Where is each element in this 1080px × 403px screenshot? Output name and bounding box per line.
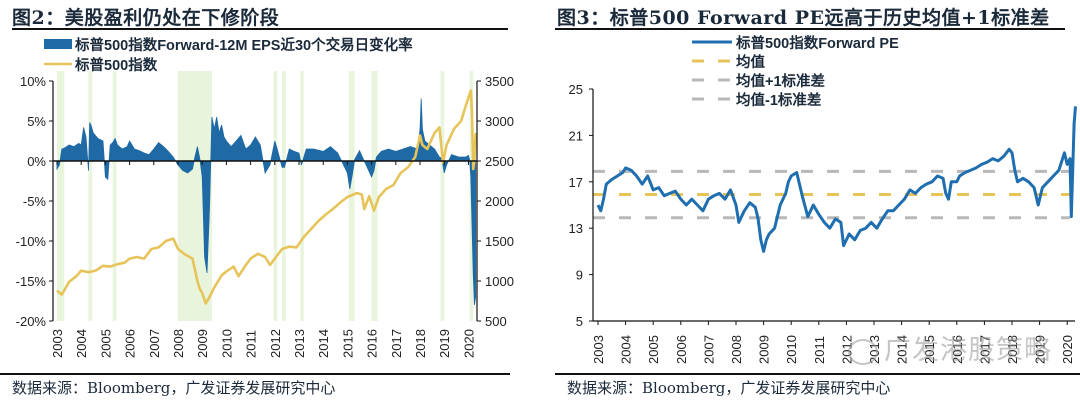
- x-tick-label: 2011: [812, 336, 827, 364]
- legend-label-pe: 标普500指数Forward PE: [735, 34, 899, 52]
- x-tick-label: 2018: [413, 329, 428, 358]
- watermark-text: 广发港股策略: [884, 335, 1052, 366]
- x-tick-label: 2007: [701, 335, 716, 364]
- spx-index-line: [56, 89, 477, 305]
- x-tick-label: 2008: [171, 329, 186, 358]
- right-y-tick-label: 3500: [485, 74, 514, 89]
- right-y-tick-label: 2500: [485, 154, 514, 169]
- shaded-period: [112, 71, 117, 321]
- x-tick-label: 2010: [784, 335, 799, 364]
- x-tick-label: 2014: [316, 329, 331, 358]
- x-tick-label: 2009: [757, 335, 772, 364]
- right-y-tick-label: 500: [485, 314, 507, 329]
- x-tick-label: 2016: [950, 335, 965, 364]
- x-tick-label: 2005: [98, 329, 113, 358]
- left-y-tick-label: 0%: [27, 154, 46, 169]
- y-tick-label: 5: [576, 314, 583, 329]
- x-tick-label: 2020: [461, 329, 476, 358]
- legend-label-plus-1sd: 均值+1标准差: [736, 72, 825, 90]
- x-tick-label: 2020: [1060, 335, 1075, 364]
- left-y-tick-label: 5%: [27, 114, 46, 129]
- shaded-period: [273, 71, 278, 321]
- x-tick-label: 2004: [74, 329, 89, 358]
- right-figure: 图3：标普500 Forward PE远高于历史均值+1标准差 数据来源：Blo…: [545, 0, 1080, 403]
- x-tick-label: 2019: [437, 329, 452, 358]
- y-tick-label: 9: [576, 268, 583, 283]
- x-tick-label: 2017: [977, 335, 992, 364]
- left-figure-title: 图2：美股盈利仍处在下修阶段: [12, 7, 280, 29]
- right-source-note: 数据来源：Bloomberg，广发证券发展研究中心: [567, 379, 891, 397]
- y-tick-label: 17: [569, 175, 583, 190]
- right-title-rule: [555, 28, 1065, 30]
- x-tick-label: 2010: [219, 329, 234, 358]
- right-y-tick-label: 2000: [485, 194, 514, 209]
- left-figure: 图2：美股盈利仍处在下修阶段 10% 5% 0% -5% -10% -15% -20% 350…: [0, 0, 535, 403]
- x-tick-label: 2007: [147, 329, 162, 358]
- y-tick-label: 13: [569, 221, 583, 236]
- right-y-tick-label: 3000: [485, 114, 514, 129]
- left-title-rule: [12, 28, 508, 30]
- left-source-rule: [0, 373, 510, 375]
- x-tick-label: 2015: [340, 329, 355, 358]
- x-tick-label: 2018: [1005, 335, 1020, 364]
- left-y-tick-label: -20%: [16, 314, 47, 329]
- shaded-period: [88, 71, 93, 321]
- legend-label-spx: 标普500指数: [74, 56, 158, 74]
- right-source-rule: [555, 373, 1080, 375]
- x-tick-label: 2004: [619, 335, 634, 364]
- legend-label-eps: 标普500指数Forward-12M EPS近30个交易日变化率: [74, 36, 413, 54]
- x-tick-label: 2003: [50, 329, 65, 358]
- shaded-period: [371, 71, 378, 321]
- y-tick-label: 21: [569, 128, 583, 143]
- x-tick-label: 2006: [123, 329, 138, 358]
- shaded-period: [282, 71, 286, 321]
- left-source-note: 数据来源：Bloomberg，广发证券发展研究中心: [12, 379, 336, 397]
- left-y-tick-label: -5%: [23, 194, 47, 209]
- left-y-tick-label: -15%: [16, 274, 47, 289]
- wechat-icon: [848, 338, 878, 365]
- x-tick-label: 2016: [365, 329, 380, 358]
- x-tick-label: 2012: [268, 329, 283, 358]
- x-tick-label: 2017: [389, 329, 404, 358]
- legend-swatch-eps: [44, 39, 72, 49]
- x-tick-label: 2003: [591, 335, 606, 364]
- x-tick-label: 2006: [674, 335, 689, 364]
- x-tick-label: 2014: [895, 335, 910, 364]
- left-chart: 10% 5% 0% -5% -10% -15% -20% 3500 3000 2500 2000 15…: [16, 36, 514, 358]
- left-y-tick-label: 10%: [20, 74, 46, 89]
- x-tick-label: 2009: [195, 329, 210, 358]
- right-y-tick-label: 1000: [485, 274, 514, 289]
- forward-pe-line: [596, 106, 1077, 253]
- legend-label-minus-1sd: 均值-1标准差: [736, 91, 821, 109]
- right-chart: 25 21 17 13 9 5 2003 2004 2005 2006 2007 2008 2009 20…: [569, 34, 1077, 364]
- x-tick-label: 2015: [922, 335, 937, 364]
- right-y-tick-label: 1500: [485, 234, 514, 249]
- legend-label-mean: 均值: [736, 53, 765, 71]
- right-figure-title: 图3：标普500 Forward PE远高于历史均值+1标准差: [557, 7, 1050, 29]
- shaded-period: [300, 71, 304, 321]
- watermark: 广发港股策略: [848, 328, 1052, 367]
- x-tick-label: 2008: [729, 335, 744, 364]
- shaded-period: [57, 71, 65, 321]
- eps-change-area: [56, 98, 477, 306]
- x-tick-label: 2011: [244, 330, 259, 358]
- x-tick-label: 2019: [1033, 335, 1048, 364]
- x-tick-label: 2005: [646, 335, 661, 364]
- shaded-period: [440, 71, 445, 321]
- x-tick-label: 2013: [292, 329, 307, 358]
- left-y-tick-label: -10%: [16, 234, 47, 249]
- y-tick-label: 25: [569, 82, 583, 97]
